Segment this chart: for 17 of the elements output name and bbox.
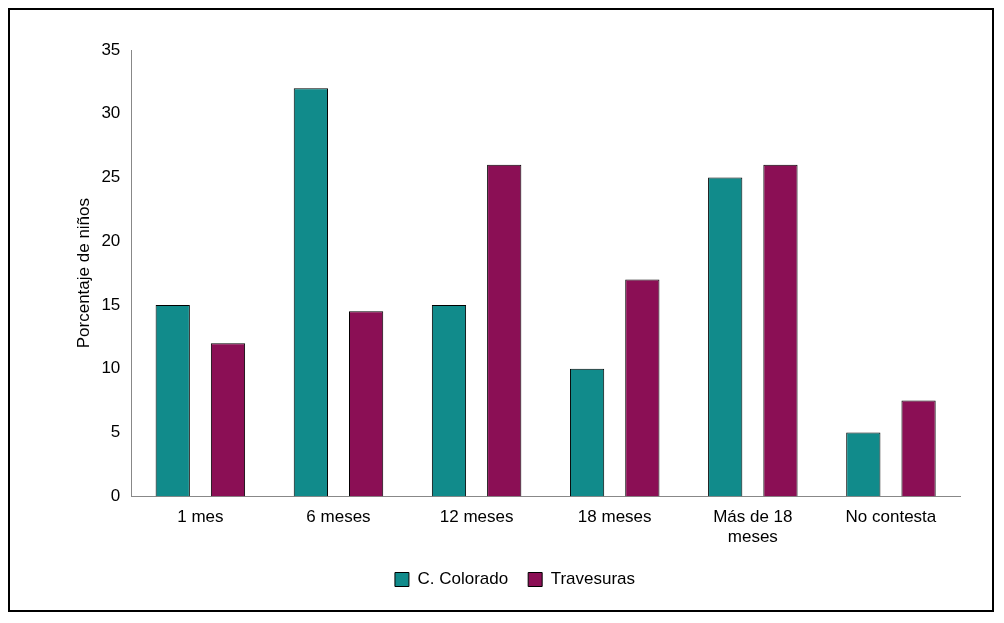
legend-label: C. Colorado [417, 569, 509, 589]
x-tick-label: 1 mes [177, 507, 224, 527]
x-tick-label: No contesta [845, 507, 937, 527]
x-tick-label: 12 meses [439, 507, 514, 527]
x-tick-label: 18 meses [577, 507, 652, 527]
x-tick-label: 6 meses [306, 507, 371, 527]
legend-label: Travesuras [550, 569, 636, 589]
y-tick-label: 0 [110, 485, 121, 505]
x-tick-label: Más de 18 meses [713, 507, 793, 547]
y-tick-label: 20 [101, 230, 121, 250]
y-tick-label: 25 [101, 167, 121, 187]
y-tick-label: 10 [101, 358, 121, 378]
y-tick-label: 35 [101, 39, 121, 59]
y-tick-label: 30 [101, 103, 121, 123]
y-tick-label: 15 [101, 294, 121, 314]
y-tick-label: 5 [110, 422, 121, 442]
y-axis-title: Porcentaje de niños [73, 197, 93, 349]
